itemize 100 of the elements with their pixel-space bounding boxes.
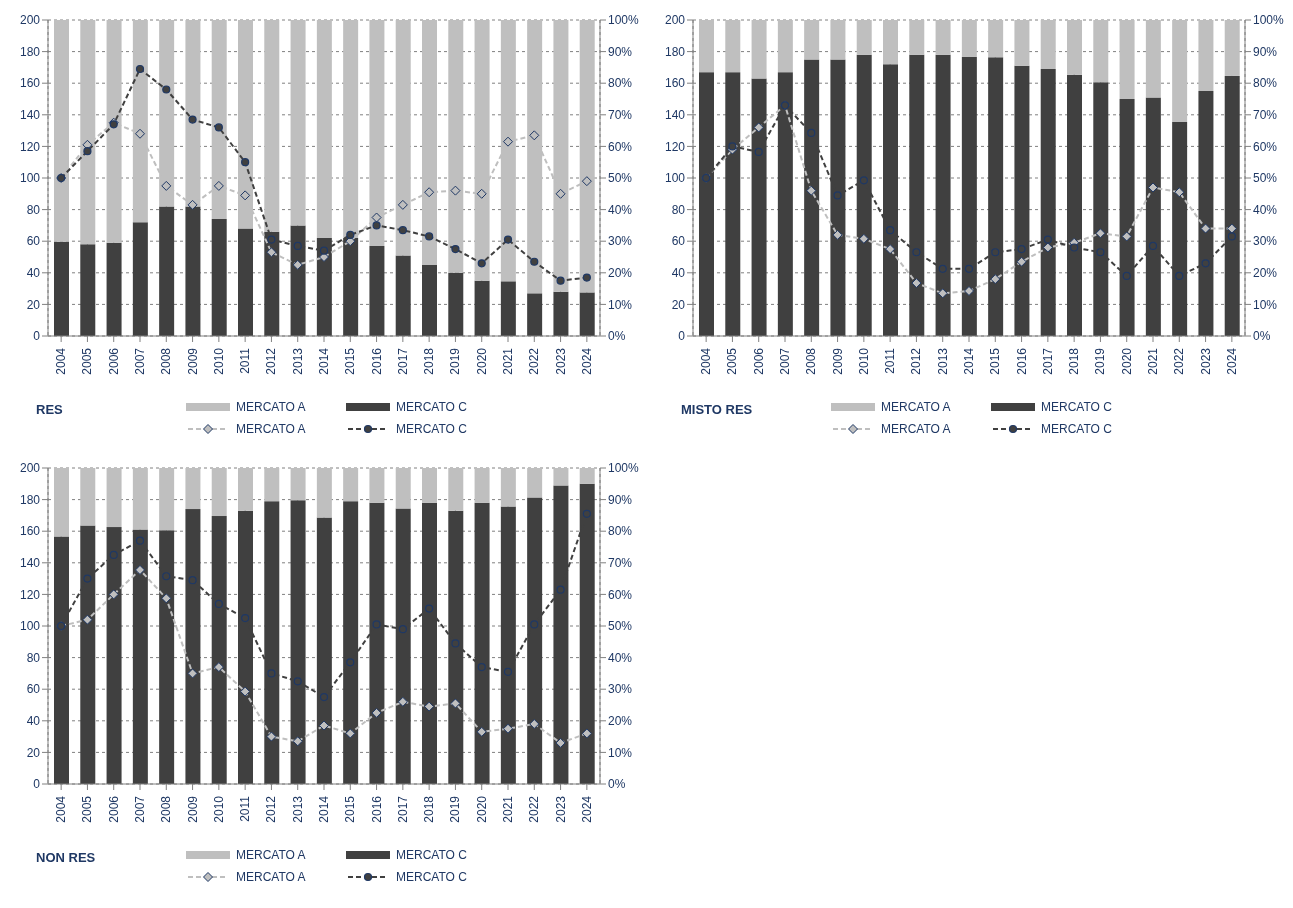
point: [937, 288, 948, 299]
legend-label: MERCATO C: [396, 400, 467, 414]
y-tick-label: 160: [19, 524, 41, 539]
point: [555, 737, 566, 748]
point: [162, 572, 171, 581]
bar: [106, 468, 122, 528]
bar: [500, 468, 516, 507]
x-tick-label: 2020: [474, 347, 489, 375]
y-tick-label: 40: [26, 714, 41, 729]
y-tick-label: 80: [26, 650, 41, 665]
x-tick-label: 2009: [185, 795, 200, 823]
x-tick-label: 2007: [778, 347, 792, 375]
point: [1121, 231, 1132, 242]
point: [424, 187, 435, 198]
legend-label: MERCATO A: [236, 870, 306, 884]
point: [187, 199, 198, 210]
x-tick-label: 2021: [1146, 347, 1160, 375]
bar: [699, 20, 714, 73]
y2-tick-label: 20%: [608, 714, 633, 729]
x-tick-label: 2015: [343, 795, 358, 823]
bar: [238, 468, 253, 511]
point: [372, 221, 381, 230]
x-tick-label: 2016: [369, 347, 384, 375]
point: [135, 536, 145, 545]
bar: [264, 468, 280, 502]
point: [753, 122, 764, 133]
y2-tick-label: 30%: [608, 682, 633, 697]
x-tick-label: 2005: [725, 347, 740, 375]
point: [1148, 182, 1158, 193]
point: [162, 85, 171, 94]
point: [240, 190, 251, 201]
point: [964, 285, 974, 296]
x-tick-label: 2024: [579, 795, 594, 823]
point: [424, 701, 435, 712]
y-tick-label: 120: [19, 139, 41, 154]
y2-tick-label: 0%: [608, 329, 626, 344]
legend-label: MERCATO C: [396, 422, 467, 436]
point: [371, 212, 382, 223]
y-tick-label: 20: [26, 297, 41, 312]
point: [912, 248, 921, 257]
x-tick-label: 2014: [317, 347, 331, 375]
x-tick-label: 2024: [579, 347, 594, 375]
x-tick-label: 2010: [856, 347, 871, 375]
bar: [777, 20, 793, 73]
point: [556, 276, 565, 285]
point: [581, 728, 592, 739]
bar: [316, 20, 332, 239]
bar: [290, 20, 306, 226]
point: [1148, 241, 1158, 251]
x-tick-label: 2016: [369, 795, 384, 823]
point: [807, 128, 816, 138]
x-tick-label: 2006: [106, 795, 121, 823]
bar: [80, 244, 96, 336]
bar: [106, 242, 122, 336]
point: [1017, 245, 1026, 254]
x-tick-label: 2007: [133, 795, 147, 823]
y2-tick-label: 20%: [1253, 266, 1278, 281]
bar: [856, 20, 872, 55]
y2-tick-label: 80%: [608, 76, 633, 91]
bar: [80, 468, 96, 526]
y-tick-label: 140: [19, 556, 41, 571]
point: [581, 176, 592, 187]
point: [346, 230, 355, 239]
point: [83, 574, 92, 583]
bar: [1145, 20, 1161, 98]
point: [266, 247, 277, 258]
bar: [804, 20, 820, 60]
y-tick-label: 0: [33, 777, 41, 792]
point: [503, 136, 513, 147]
y-tick-label: 140: [664, 108, 686, 123]
x-tick-label: 2013: [290, 347, 305, 375]
point: [188, 115, 197, 124]
bar: [553, 291, 569, 336]
x-tick-label: 2020: [474, 795, 489, 823]
x-tick-label: 2018: [422, 347, 437, 375]
point: [1122, 271, 1131, 281]
bar: [751, 20, 767, 79]
x-tick-label: 2023: [1198, 347, 1213, 375]
point: [161, 180, 172, 191]
point: [503, 235, 513, 244]
y2-tick-label: 40%: [1253, 202, 1278, 217]
legend-label: MERCATO A: [236, 848, 306, 862]
y2-tick-label: 90%: [608, 44, 633, 59]
point: [292, 736, 303, 747]
bar: [185, 206, 201, 336]
x-tick-label: 2005: [80, 795, 95, 823]
point: [293, 677, 302, 686]
y-tick-label: 200: [19, 461, 41, 476]
x-tick-label: 2017: [1040, 347, 1055, 375]
bar: [369, 245, 385, 336]
point: [425, 232, 434, 241]
y-tick-label: 180: [664, 44, 686, 59]
bar: [395, 255, 411, 336]
point: [582, 273, 591, 282]
y2-tick-label: 10%: [608, 297, 633, 312]
x-tick-label: 2009: [185, 347, 200, 375]
point: [1043, 235, 1052, 244]
text: MISTO RES: [681, 401, 754, 417]
x-tick-label: 2016: [1014, 347, 1029, 375]
point: [1174, 187, 1185, 198]
